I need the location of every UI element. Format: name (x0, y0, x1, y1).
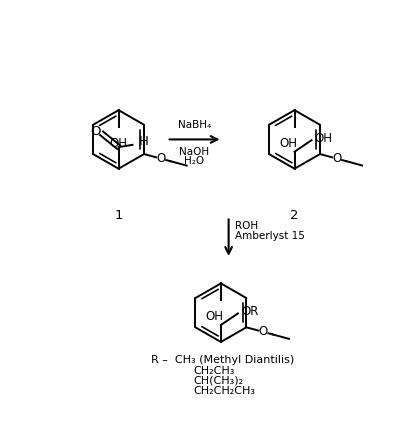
Text: O: O (156, 152, 166, 165)
Text: OH: OH (206, 310, 224, 324)
Text: NaBH₄: NaBH₄ (178, 120, 211, 130)
Text: OR: OR (241, 305, 258, 318)
Text: OH: OH (110, 137, 128, 150)
Text: OH: OH (279, 137, 297, 150)
Text: H₂O: H₂O (185, 156, 205, 166)
Text: R –  CH₃ (Methyl Diantilis): R – CH₃ (Methyl Diantilis) (151, 355, 294, 365)
Text: CH(CH₃)₂: CH(CH₃)₂ (194, 376, 244, 386)
Text: ROH: ROH (235, 220, 258, 231)
Text: 2: 2 (290, 209, 299, 222)
Text: OH: OH (315, 132, 332, 145)
Text: H: H (139, 135, 149, 148)
Text: O: O (90, 125, 101, 138)
Text: 1: 1 (114, 209, 123, 222)
Text: CH₂CH₃: CH₂CH₃ (194, 366, 235, 376)
Text: CH₂CH₂CH₃: CH₂CH₂CH₃ (194, 386, 256, 396)
Text: O: O (332, 152, 342, 165)
Text: Amberlyst 15: Amberlyst 15 (235, 232, 305, 241)
Text: O: O (259, 326, 268, 338)
Text: NaOH: NaOH (179, 147, 210, 157)
